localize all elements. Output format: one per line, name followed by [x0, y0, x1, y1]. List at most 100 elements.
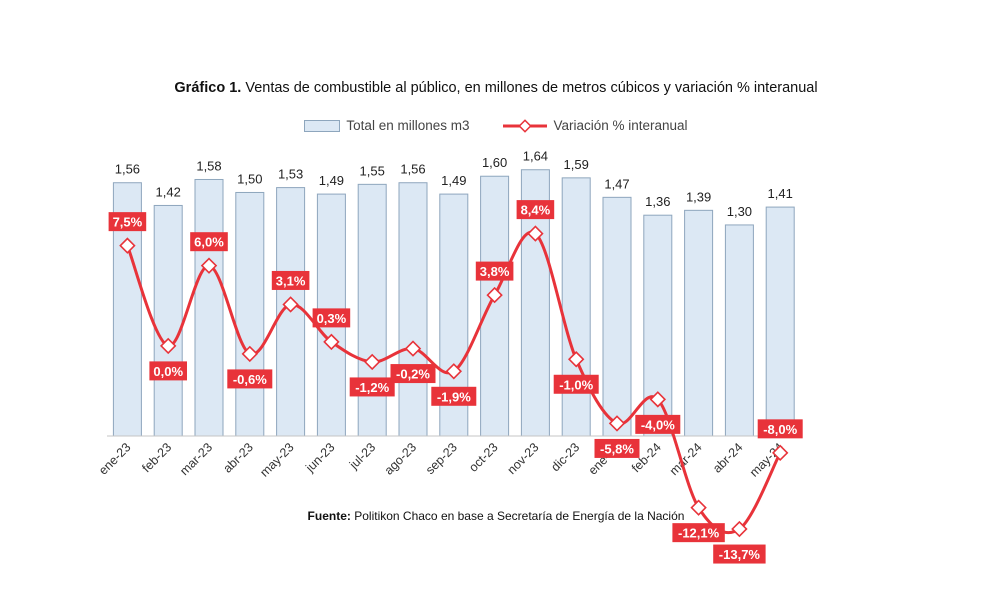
line-label-text: 7,5% [113, 215, 143, 230]
legend-bar-swatch [304, 119, 341, 132]
line-label-box [390, 364, 436, 384]
bar-label-ago-23: 1,56 [400, 162, 425, 177]
line-label-text: -0,2% [396, 367, 430, 382]
line-points [119, 225, 789, 538]
line-label-text: -1,0% [559, 377, 593, 392]
bar-label-sep-23: 1,49 [441, 173, 466, 188]
line-label-box [672, 523, 725, 543]
legend-label-bars: Total en millones m3 [346, 118, 470, 133]
x-tick-labels: ene-23 feb-23 mar-23 abr-23 may-23 jun-23 jul-… [96, 440, 786, 479]
line-point-nov-23 [527, 225, 544, 242]
line-point-may-23 [282, 296, 299, 313]
line-point-abr-23 [241, 345, 259, 363]
bar-label-may-24: 1,41 [768, 186, 793, 201]
line-label-box [475, 261, 514, 281]
line-point-feb-24 [649, 391, 667, 408]
legend-item-bars: Total en millones m3 [304, 118, 469, 133]
line-label-feb-24: -4,0% [635, 414, 681, 434]
chart-title: Gráfico 1. Ventas de combustible al públ… [0, 80, 992, 96]
source-prefix: Fuente: [307, 509, 351, 523]
x-tick-feb-23: feb-23 [139, 440, 174, 475]
line-label-ene-23: 7,5% [108, 212, 147, 232]
line-label-nov-23: 8,4% [516, 200, 555, 220]
line-point-ene-24 [608, 415, 626, 432]
line-label-text: -8,0% [763, 422, 797, 437]
x-tick-jun-23: jun-23 [302, 440, 337, 475]
bar-label-may-23: 1,53 [278, 167, 303, 182]
chart-legend: Total en millones m3 Variación % interan… [0, 118, 992, 133]
bar-feb-23 [153, 204, 183, 437]
line-label-dic-23: -1,0% [553, 374, 599, 394]
legend-line-swatch [503, 118, 548, 133]
chart-title-prefix: Gráfico 1. [174, 80, 242, 96]
line-label-box [227, 369, 273, 389]
legend-label-line: Variación % interanual [553, 118, 688, 133]
line-label-text: 8,4% [521, 203, 551, 218]
line-label-text: 0,0% [153, 364, 183, 379]
line-label-text: -13,7% [719, 547, 761, 562]
line-label-jul-23: -1,2% [349, 377, 395, 397]
x-tick-dic-23: dic-23 [548, 440, 582, 474]
line-label-feb-23: 0,0% [149, 361, 187, 381]
line-label-text: 3,1% [276, 273, 306, 288]
line-label-jun-23: 0,3% [312, 308, 351, 328]
line-label-text: -12,1% [678, 526, 720, 541]
bar-may-24 [765, 206, 795, 437]
x-tick-ago-23: ago-23 [382, 440, 419, 477]
chart-source: Fuente: Politikon Chaco en base a Secret… [0, 509, 992, 523]
line-label-text: -0,6% [233, 372, 267, 387]
line-label-ago-23: -0,2% [390, 364, 436, 384]
bar-value-labels: 1,56 1,42 1,58 1,50 1,53 1,49 1,55 1,56 1,49 1,60… [115, 149, 793, 219]
line-label-text: -4,0% [641, 417, 675, 432]
x-tick-may-23: may-23 [257, 440, 296, 479]
line-label-text: -5,8% [600, 441, 634, 456]
bar-ago-23 [398, 182, 428, 437]
line-label-box [108, 212, 147, 232]
x-tick-abr-24: abr-24 [710, 440, 745, 475]
line-label-box [594, 438, 640, 458]
line-point-sep-23 [445, 363, 463, 380]
line-point-dic-23 [567, 351, 585, 368]
line-label-may-23: 3,1% [271, 270, 310, 290]
line-label-box [271, 270, 310, 290]
line-point-may-24 [771, 444, 789, 462]
line-label-text: 6,0% [194, 235, 224, 250]
line-label-abr-23: -0,6% [227, 369, 273, 389]
source-text: Politikon Chaco en base a Secretaría de … [350, 509, 685, 523]
x-tick-oct-23: oct-23 [466, 440, 500, 474]
x-tick-nov-23: nov-23 [505, 440, 542, 477]
line-label-text: -1,9% [437, 389, 471, 404]
bar-label-ene-23: 1,56 [115, 162, 140, 177]
line-label-box [516, 200, 555, 220]
x-tick-jul-23: jul-23 [346, 440, 378, 472]
line-point-abr-24 [731, 520, 748, 538]
bar-label-jun-23: 1,49 [319, 173, 344, 188]
bar-label-feb-24: 1,36 [645, 194, 670, 209]
line-label-box [349, 377, 395, 397]
line-label-box [312, 308, 351, 328]
line-point-mar-24 [690, 499, 707, 516]
bar-label-nov-23: 1,64 [523, 149, 548, 164]
line-label-text: -1,2% [355, 380, 389, 395]
bar-label-abr-24: 1,30 [727, 204, 752, 219]
x-tick-mar-23: mar-23 [177, 440, 215, 478]
line-point-oct-23 [486, 286, 503, 304]
bar-oct-23 [480, 175, 510, 437]
bar-label-oct-23: 1,60 [482, 155, 507, 170]
line-label-box [431, 386, 477, 406]
bar-mar-24 [684, 209, 714, 437]
line-label-ene-24: -5,8% [594, 438, 640, 458]
bar-abr-24 [724, 224, 754, 437]
line-label-mar-23: 6,0% [190, 232, 228, 252]
bar-label-mar-24: 1,39 [686, 189, 711, 204]
line-point-mar-23 [200, 257, 218, 274]
line-label-box [149, 361, 187, 381]
line-point-jun-23 [323, 333, 340, 351]
bar-label-abr-23: 1,50 [237, 171, 262, 186]
line-point-feb-23 [159, 337, 177, 355]
bar-label-jul-23: 1,55 [360, 163, 385, 178]
line-label-may-24: -8,0% [757, 419, 803, 439]
bar-jul-23 [357, 183, 387, 437]
bar-dic-23 [561, 177, 591, 437]
line-label-box [553, 374, 599, 394]
